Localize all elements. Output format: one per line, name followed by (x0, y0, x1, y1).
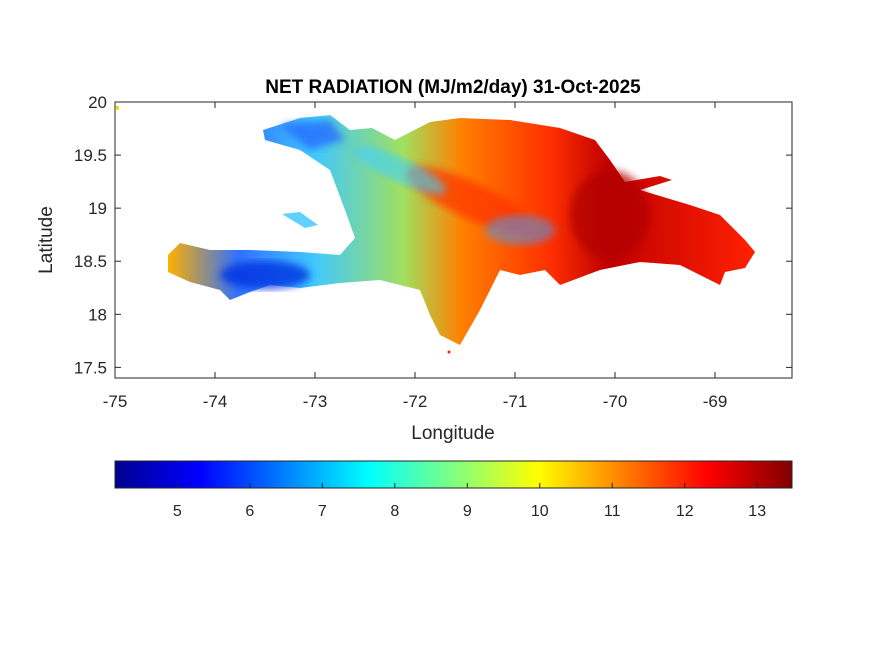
y-tick-label: 20 (88, 93, 107, 112)
y-axis-label: Latitude (36, 206, 57, 274)
x-axis-label: Longitude (411, 423, 494, 444)
y-tick-label: 18.5 (74, 252, 107, 271)
colorbar-tick-label: 8 (390, 503, 399, 520)
x-tick-label: -72 (403, 392, 428, 411)
colorbar-tick-label: 6 (245, 503, 254, 520)
y-tick-label: 19.5 (74, 146, 107, 165)
x-tick-label: -75 (103, 392, 128, 411)
y-tick-label: 17.5 (74, 358, 107, 377)
x-tick-label: -70 (603, 392, 628, 411)
colorbar-tick-label: 5 (173, 503, 182, 520)
colorbar-tick-label: 9 (463, 503, 472, 520)
x-tick-label: -69 (703, 392, 728, 411)
colorbar-tick-label: 10 (531, 503, 549, 520)
colorbar-tick-label: 12 (676, 503, 694, 520)
x-tick-label: -74 (203, 392, 228, 411)
x-tick-label: -73 (303, 392, 328, 411)
y-tick-label: 19 (88, 199, 107, 218)
colorbar-tick-label: 7 (318, 503, 327, 520)
hispaniola-heatmap (115, 106, 755, 354)
y-tick-label: 18 (88, 305, 107, 324)
x-tick-label: -71 (503, 392, 528, 411)
colorbar-tick-label: 13 (748, 503, 766, 520)
colorbar (114, 460, 793, 489)
colorbar-tick-label: 11 (604, 503, 621, 520)
chart-title: NET RADIATION (MJ/m2/day) 31-Oct-2025 (265, 77, 641, 98)
